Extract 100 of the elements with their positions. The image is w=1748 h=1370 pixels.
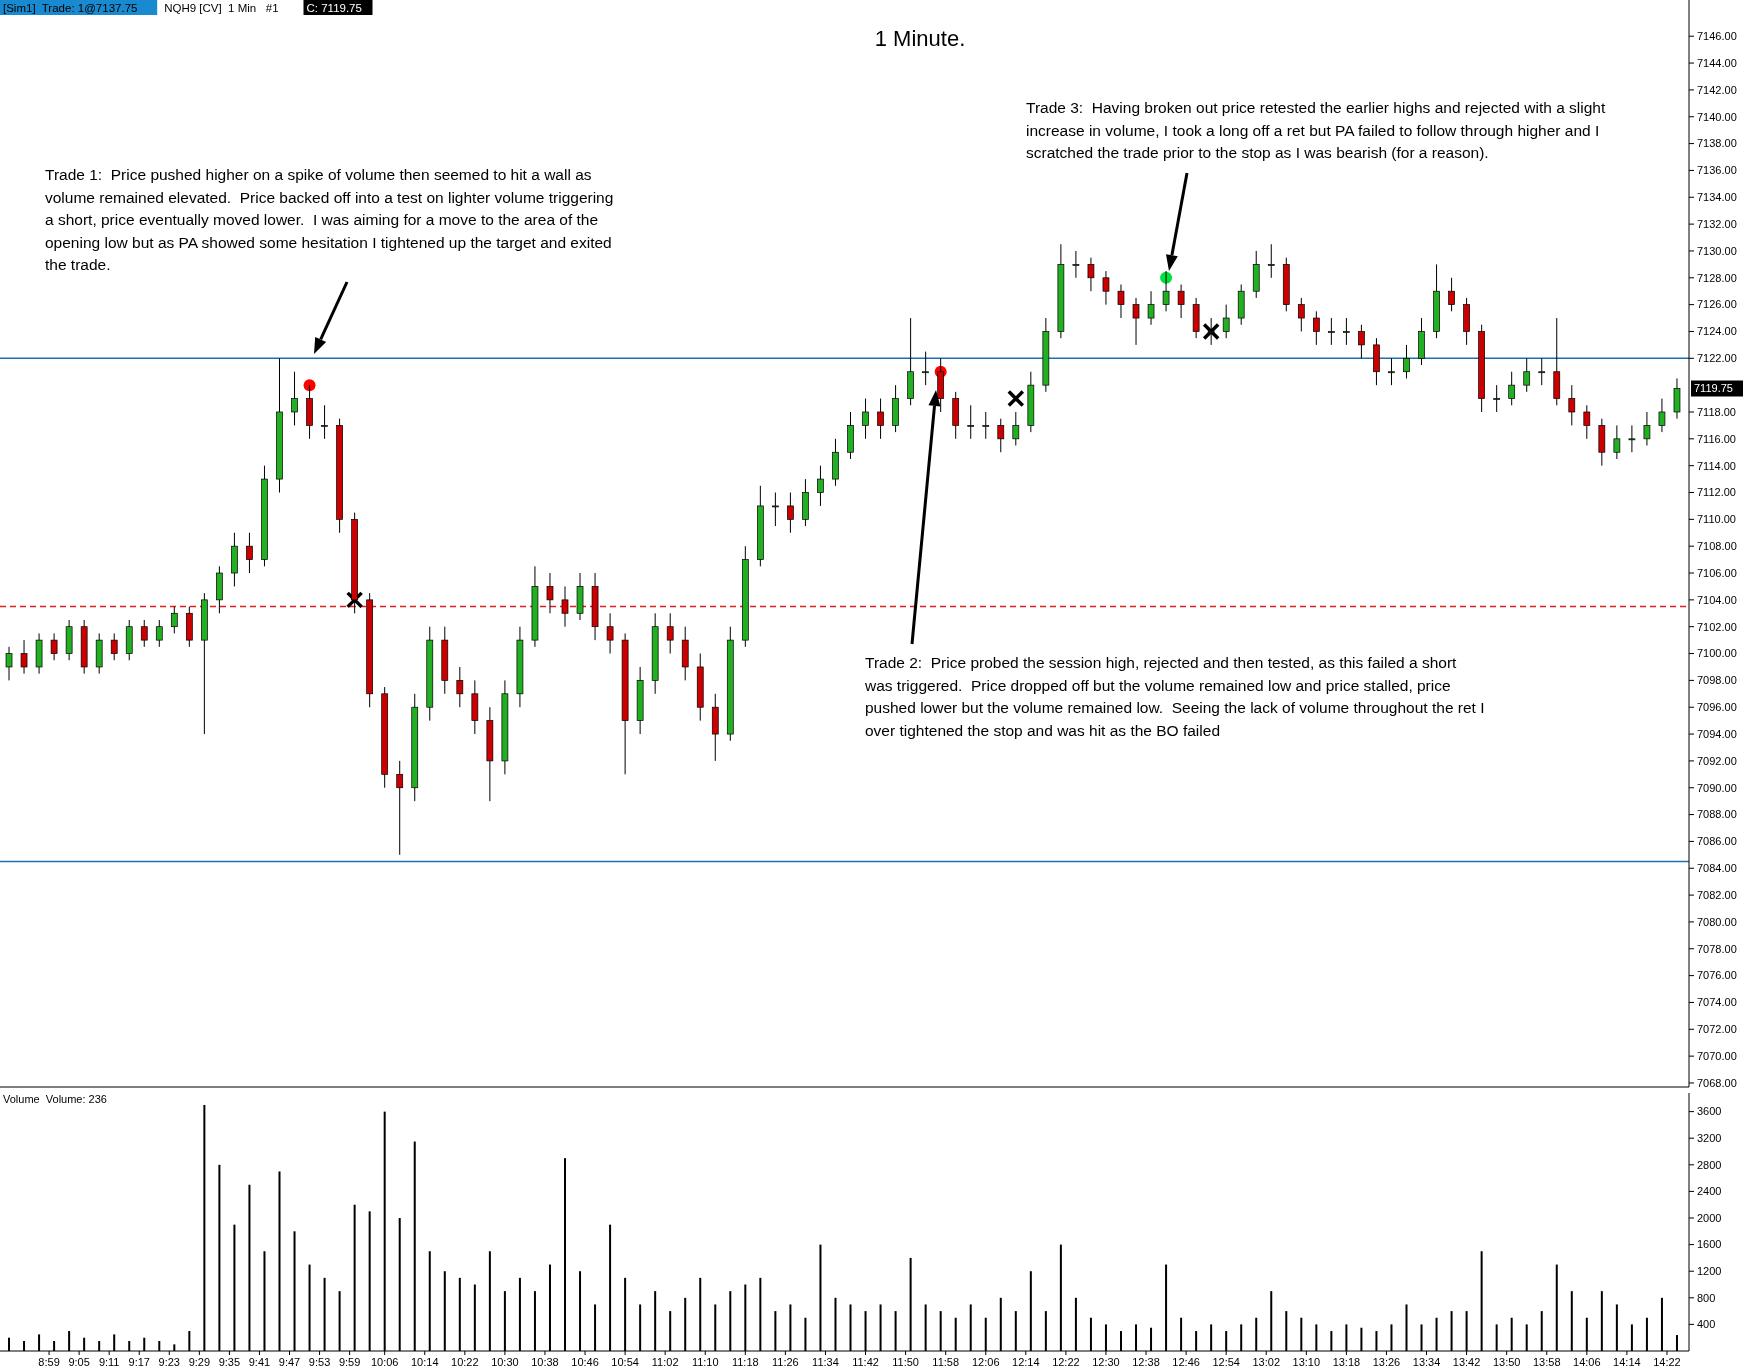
y-tick-label: 7082.00: [1697, 888, 1737, 901]
candlestick: [787, 492, 794, 534]
y-tick-label: 7090.00: [1697, 781, 1737, 794]
y-tick-label: 3200: [1697, 1132, 1722, 1145]
y-tick-label: 7114.00: [1697, 459, 1736, 472]
candlestick: [20, 639, 28, 675]
y-tick-label: 7102.00: [1697, 620, 1737, 633]
candlestick: [1403, 344, 1410, 379]
y-tick-label: 2000: [1697, 1211, 1722, 1224]
candlestick: [1493, 384, 1501, 413]
candlestick: [1343, 317, 1350, 346]
candlestick: [1087, 257, 1095, 292]
x-tick-label: 13:58: [1532, 1356, 1561, 1368]
y-tick-label: 7134.00: [1697, 191, 1737, 204]
annotation: C: 7119.75: [306, 1, 362, 14]
candlestick: [1312, 310, 1320, 346]
x-tick-label: 9:41: [248, 1356, 271, 1368]
y-tick-label: 7092.00: [1697, 754, 1737, 767]
candlestick: [1132, 297, 1140, 346]
x-tick-label: 11:58: [932, 1356, 960, 1368]
y-tick-label: 7068.00: [1697, 1076, 1737, 1089]
candlestick: [1583, 404, 1591, 440]
x-tick-label: 11:50: [892, 1356, 919, 1368]
candlestick: [1297, 297, 1305, 332]
candlestick: [170, 606, 178, 634]
x-tick-label: 10:22: [451, 1356, 479, 1368]
candlestick: [1072, 250, 1080, 279]
candlestick: [1222, 304, 1230, 339]
candlestick: [321, 404, 328, 440]
x-tick-label: 12:30: [1092, 1356, 1120, 1368]
y-tick-label: 7122.00: [1697, 352, 1737, 365]
x-tick-label: 10:30: [491, 1356, 519, 1368]
y-tick-label: 7124.00: [1697, 325, 1737, 338]
candlestick: [862, 398, 869, 440]
y-tick-label: 7104.00: [1697, 593, 1737, 606]
text: 7119.75: [1694, 382, 1733, 395]
chart-title: Volume Volume: 236: [3, 1093, 107, 1105]
candlestick: [1177, 284, 1185, 319]
x-tick-label: 11:18: [731, 1356, 759, 1368]
x-tick-label: 14:06: [1573, 1356, 1601, 1368]
y-tick-label: 400: [1697, 1318, 1716, 1331]
x-tick-label: 11:34: [812, 1356, 839, 1368]
x-tick-label: 9:05: [68, 1356, 90, 1368]
x-tick-label: 11:02: [651, 1356, 679, 1368]
point: [1007, 389, 1025, 408]
y-tick-label: 7094.00: [1697, 727, 1737, 740]
x-tick-label: 9:29: [188, 1356, 211, 1368]
x-tick-label: 14:14: [1613, 1356, 1641, 1368]
x-tick-label: 11:42: [852, 1356, 879, 1368]
candlestick: [606, 612, 614, 655]
x-tick-label: 12:06: [971, 1356, 1000, 1368]
candlestick: [1508, 371, 1516, 406]
y-tick-label: 7118.00: [1697, 405, 1736, 418]
y-tick-label: 7142.00: [1697, 83, 1737, 96]
y-tick-label: 7140.00: [1697, 110, 1737, 123]
y-tick-label: 1600: [1697, 1238, 1722, 1251]
x-tick-label: 12:38: [1132, 1356, 1160, 1368]
x-tick-label: 10:54: [611, 1356, 639, 1368]
x-tick-label: 9:47: [278, 1356, 301, 1368]
text: 1 Minute.: [874, 26, 966, 51]
y-tick-label: 7136.00: [1697, 164, 1737, 177]
candlestick: [140, 619, 148, 648]
candlestick: [817, 465, 824, 507]
candlestick: [1673, 377, 1681, 420]
x-tick-label: 12:14: [1012, 1356, 1040, 1368]
x-tick-label: 9:53: [308, 1356, 331, 1368]
x-tick-label: 13:02: [1252, 1356, 1280, 1368]
candlestick: [982, 411, 990, 440]
x-tick-label: 9:35: [218, 1356, 241, 1368]
x-tick-label: 10:38: [531, 1356, 559, 1368]
candlestick: [1207, 317, 1215, 346]
point: [303, 379, 316, 392]
candlestick: [877, 398, 884, 440]
y-tick-label: 2400: [1697, 1185, 1722, 1198]
x-tick-label: 12:46: [1172, 1356, 1200, 1368]
y-tick-label: 7088.00: [1697, 808, 1737, 821]
y-tick-label: 7098.00: [1697, 674, 1737, 687]
candlestick: [1162, 270, 1170, 312]
x-tick-label: 8:59: [38, 1356, 60, 1368]
x-tick-label: 12:54: [1212, 1356, 1240, 1368]
y-tick-label: 7076.00: [1697, 969, 1737, 982]
y-tick-label: 7144.00: [1697, 56, 1737, 69]
candlestick: [1388, 357, 1395, 386]
x-tick-label: 13:42: [1452, 1356, 1481, 1368]
candlestick: [546, 572, 554, 614]
annotation: [Sim1] Trade: 1@7137.75: [3, 1, 138, 14]
x-tick-label: 13:26: [1372, 1356, 1401, 1368]
y-tick-label: 7070.00: [1697, 1049, 1737, 1062]
candlestick: [1448, 277, 1455, 312]
y-tick-label: 7080.00: [1697, 915, 1737, 928]
y-tick-label: 7106.00: [1697, 566, 1737, 579]
y-tick-label: 7078.00: [1697, 942, 1737, 955]
x-tick-label: 13:18: [1332, 1356, 1361, 1368]
candlestick: [1568, 384, 1576, 426]
y-tick-label: 7074.00: [1697, 996, 1737, 1009]
x-tick-label: 9:11: [98, 1356, 120, 1368]
y-tick-label: 7084.00: [1697, 862, 1737, 875]
y-tick-label: 800: [1697, 1291, 1716, 1304]
y-tick-label: 7138.00: [1697, 137, 1737, 150]
candlestick: [666, 612, 674, 655]
